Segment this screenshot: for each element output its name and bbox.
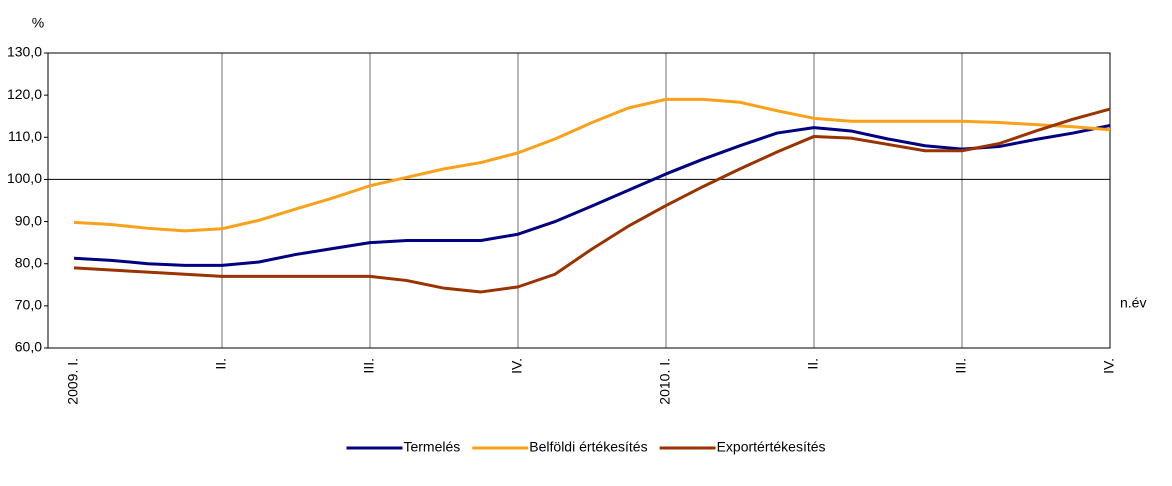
legend-item: Termelés bbox=[346, 439, 460, 455]
x-tick-label: 2010. I. bbox=[657, 358, 673, 405]
y-tick-label: 60,0 bbox=[15, 339, 42, 355]
x-tick-label: II. bbox=[213, 358, 229, 370]
line-series bbox=[73, 97, 1111, 233]
y-tick-label: 90,0 bbox=[15, 212, 42, 228]
y-tick-label: 130,0 bbox=[7, 44, 42, 60]
legend-label: Termelés bbox=[403, 439, 460, 455]
x-tick-label: IV. bbox=[509, 358, 525, 374]
y-tick-label: 110,0 bbox=[8, 128, 42, 144]
x-tick-label: IV. bbox=[1101, 358, 1117, 374]
plot-border bbox=[47, 52, 1111, 349]
legend-label: Belföldi értékesítés bbox=[529, 439, 647, 455]
y-tick-label: 70,0 bbox=[15, 297, 42, 313]
legend-label: Exportértékesítés bbox=[717, 439, 826, 455]
x-tick-label: III. bbox=[953, 358, 969, 374]
x-tick-label: 2009. I. bbox=[65, 358, 81, 405]
legend: Termelés Belföldi értékesítés Exportértéke… bbox=[346, 439, 826, 455]
x-axis-label: n.év bbox=[1120, 295, 1146, 311]
x-tick-label: III. bbox=[361, 358, 377, 374]
legend-item: Belföldi értékesítés bbox=[472, 439, 648, 455]
y-axis-label: % bbox=[32, 15, 44, 31]
legend-item: Exportértékesítés bbox=[659, 439, 826, 455]
y-tick-label: 100,0 bbox=[7, 170, 42, 186]
line-series bbox=[73, 124, 1111, 267]
y-tick-label: 120,0 bbox=[7, 86, 42, 102]
y-tick-label: 80,0 bbox=[15, 254, 42, 270]
x-tick-label: II. bbox=[805, 358, 821, 370]
line-series bbox=[73, 107, 1111, 294]
